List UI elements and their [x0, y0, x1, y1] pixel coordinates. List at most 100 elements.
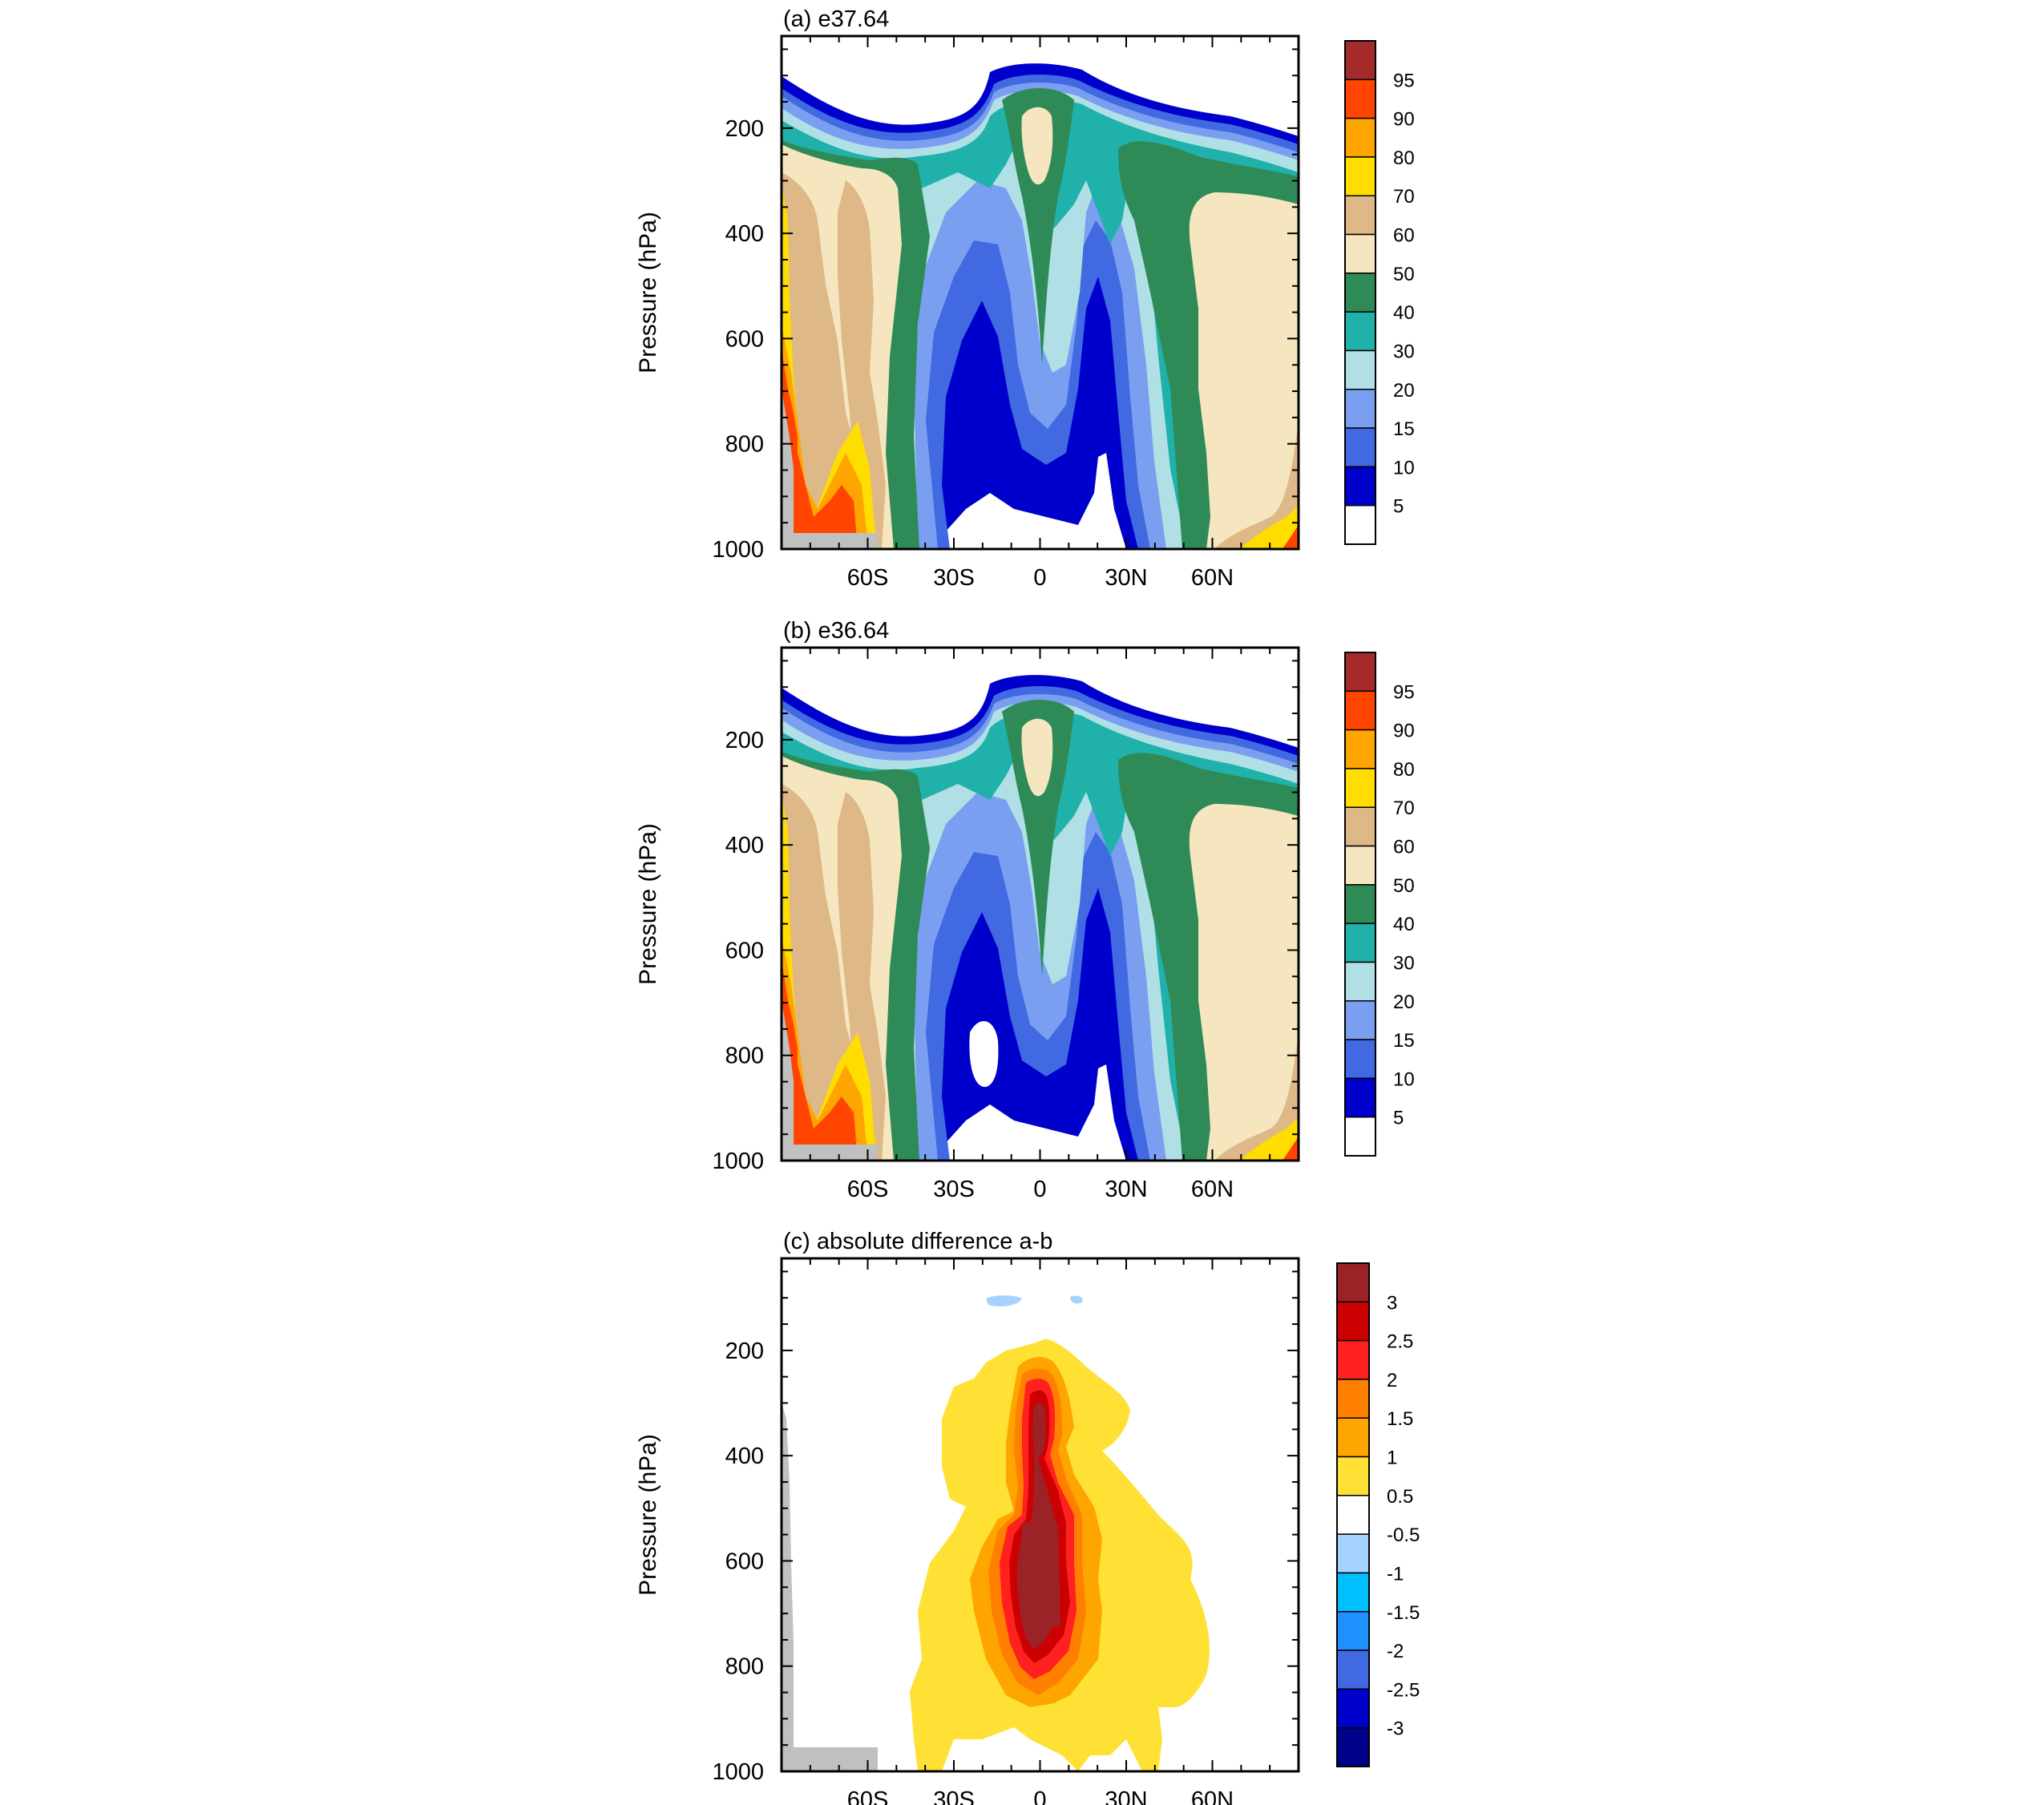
band-70-a: [838, 180, 886, 549]
colorbar-label: 60: [1393, 225, 1415, 247]
band-neg-0.5-b: [1070, 1295, 1083, 1304]
colorbar-box: [1344, 1039, 1376, 1080]
panel-b-ticks: [782, 648, 1299, 1161]
colorbar-box: [1344, 1000, 1376, 1040]
colorbar-box: [1344, 690, 1376, 731]
colorbar-box: [1344, 156, 1376, 196]
band-95: [782, 349, 858, 549]
panel-c-tick-labels: 60S 30S 0 30N 60N 200 400 600 800 1000: [712, 1339, 1234, 1805]
band-70-n: [1214, 1032, 1299, 1161]
y-tick-label: 800: [725, 432, 764, 458]
colorbar-box: [1344, 652, 1376, 693]
colorbar-label: -1: [1387, 1563, 1404, 1585]
colorbar-label: 95: [1393, 681, 1415, 703]
panel-c-ylabel: Pressure (hPa): [635, 1434, 661, 1596]
colorbar-box: [1344, 427, 1376, 468]
panel-c-field: [782, 1258, 1299, 1771]
colorbar-label: 30: [1393, 952, 1415, 974]
colorbar-box: [1344, 195, 1376, 236]
x-tick-label: 60S: [847, 1787, 889, 1805]
colorbar-box: [1344, 273, 1376, 313]
colorbar-label: 10: [1393, 1068, 1415, 1090]
band-80: [782, 792, 878, 1161]
colorbar-box: [1344, 1077, 1376, 1118]
y-tick-label: 800: [725, 1654, 764, 1680]
y-tick-label: 1000: [712, 1149, 764, 1174]
colorbar-box: [1344, 729, 1376, 769]
panel-b-colorbar: 95 90 80 70 60 50 40 30 20 15 10 5: [1344, 652, 1415, 1157]
colorbar-box: [1336, 1495, 1370, 1535]
y-tick-label: 200: [725, 1339, 764, 1364]
missing-topo: [782, 1000, 878, 1161]
colorbar-label: -0.5: [1387, 1524, 1420, 1546]
colorbar-label: 60: [1393, 837, 1415, 858]
colorbar-box: [1344, 768, 1376, 808]
colorbar-label: 80: [1393, 147, 1415, 169]
x-tick-label: 0: [1033, 565, 1046, 591]
y-tick-label: 600: [725, 1549, 764, 1574]
colorbar-label: 5: [1393, 496, 1404, 518]
band-80-n: [1238, 505, 1299, 549]
panel-c-ticks: [782, 1258, 1299, 1772]
band-60-n: [1189, 804, 1299, 1161]
colorbar-label: 15: [1393, 1030, 1415, 1052]
band-70-n: [1214, 421, 1299, 549]
y-tick-label: 200: [725, 728, 764, 753]
band-3-core: [1022, 1523, 1060, 1627]
panel-c-colorbar: 3 2.5 2 1.5 1 0.5 -0.5 -1 -1.5 -2 -2.5 -3: [1336, 1262, 1420, 1767]
band-60-n: [1189, 192, 1299, 549]
colorbar-label: 2.5: [1387, 1331, 1413, 1353]
colorbar-box: [1336, 1417, 1370, 1458]
missing-topo: [782, 389, 878, 549]
band-95: [782, 960, 858, 1161]
band-50-top: [1002, 88, 1074, 365]
colorbar-label: 70: [1393, 186, 1415, 208]
colorbar-label: 2: [1387, 1370, 1397, 1391]
y-tick-label: 400: [725, 221, 764, 247]
y-tick-label: 400: [725, 1444, 764, 1469]
band-70-a: [838, 792, 886, 1161]
colorbar-box: [1336, 1650, 1370, 1690]
x-tick-label: 30N: [1105, 1787, 1147, 1805]
colorbar-box: [1344, 233, 1376, 274]
band-50-top: [1002, 700, 1074, 976]
colorbar-box: [1344, 117, 1376, 158]
colorbar-box: [1344, 504, 1376, 545]
colorbar-label: 50: [1393, 875, 1415, 897]
colorbar-label: -2.5: [1387, 1679, 1420, 1701]
band-80-n: [1238, 1117, 1299, 1161]
y-tick-label: 800: [725, 1044, 764, 1069]
x-tick-label: 30N: [1105, 565, 1147, 591]
colorbar-box: [1344, 40, 1376, 81]
panel-b-ylabel: Pressure (hPa): [635, 823, 661, 985]
panel-b-title: (b) e36.64: [783, 618, 889, 644]
colorbar-box: [1336, 1456, 1370, 1496]
colorbar-label: 40: [1393, 302, 1415, 324]
colorbar-label: 0.5: [1387, 1486, 1413, 1508]
x-tick-label: 60N: [1191, 565, 1234, 591]
colorbar-frame: [1344, 40, 1376, 545]
colorbar-box: [1344, 923, 1376, 963]
panel-a-tick-labels: 60S 30S 0 30N 60N 200 400 600 800 1000: [712, 116, 1234, 591]
y-tick-label: 1000: [712, 537, 764, 563]
colorbar-label: 20: [1393, 991, 1415, 1013]
x-tick-label: 0: [1033, 1787, 1046, 1805]
x-tick-label: 0: [1033, 1177, 1046, 1202]
colorbar-label: 90: [1393, 721, 1415, 742]
panel-a-title: (a) e37.64: [783, 6, 889, 32]
colorbar-box: [1344, 1116, 1376, 1157]
colorbar-box: [1336, 1726, 1370, 1767]
colorbar-box: [1336, 1533, 1370, 1574]
band-95-n: [1283, 1137, 1299, 1161]
y-tick-label: 600: [725, 938, 764, 963]
band-neg-0.5-a: [986, 1295, 1022, 1306]
colorbar-frame: [1344, 652, 1376, 1157]
colorbar-label: 1.5: [1387, 1408, 1413, 1430]
colorbar-label: 90: [1393, 109, 1415, 131]
y-tick-label: 600: [725, 326, 764, 352]
colorbar-box: [1344, 466, 1376, 507]
x-tick-label: 30S: [933, 1177, 975, 1202]
colorbar-box: [1336, 1611, 1370, 1651]
colorbar-box: [1344, 806, 1376, 847]
panel-c-title: (c) absolute difference a-b: [783, 1229, 1052, 1254]
